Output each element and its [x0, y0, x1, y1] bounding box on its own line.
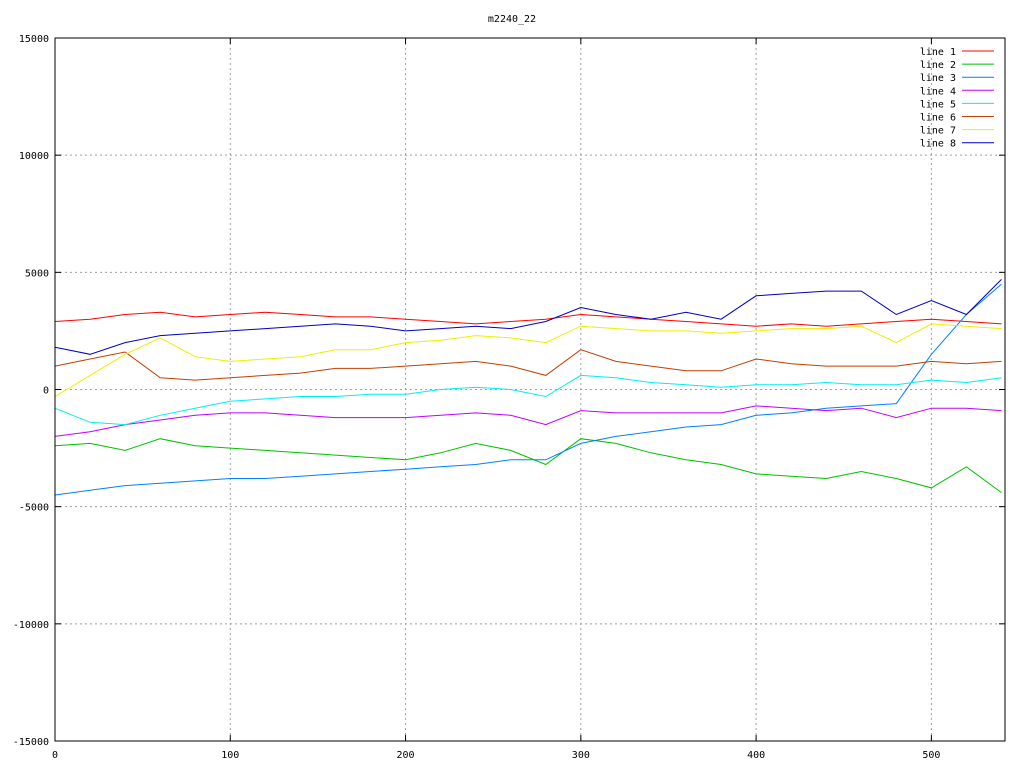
series-line-4	[54, 405, 1002, 437]
y-tick-label: -10000	[13, 620, 49, 631]
series-line-2	[54, 438, 1002, 494]
chart-title: m2240_22	[488, 14, 536, 25]
legend: line 1 line 2 line 3 line 4 line 5 line 6 line…	[920, 47, 994, 150]
y-tick-label: 10000	[19, 151, 49, 162]
series-group	[54, 279, 1002, 496]
legend-label: line 4	[920, 86, 956, 97]
x-tick-label: 400	[747, 750, 765, 761]
x-tick-label: 500	[922, 750, 940, 761]
y-tick-label: 15000	[19, 34, 49, 45]
x-tick-label: 200	[397, 750, 415, 761]
series-line-1	[54, 311, 1002, 327]
x-tick-label: 0	[52, 750, 58, 761]
legend-label: line 2	[920, 60, 956, 71]
legend-label: line 5	[920, 99, 956, 110]
y-tick-label: -5000	[19, 503, 49, 514]
legend-label: line 3	[920, 73, 956, 84]
y-tick-label: 5000	[25, 268, 49, 279]
x-tick-label: 300	[572, 750, 590, 761]
grid	[55, 38, 1005, 741]
y-tick-label: -15000	[13, 737, 49, 748]
axis-ticks: 0 100 200 300 400 500 -15000 -10000 -5000 0 5000 10…	[13, 34, 1005, 761]
series-line-8	[54, 279, 1002, 355]
legend-label: line 1	[920, 47, 956, 58]
x-tick-label: 100	[221, 750, 239, 761]
series-line-3	[54, 283, 1002, 496]
legend-label: line 6	[920, 113, 956, 124]
legend-label: line 7	[920, 126, 956, 137]
series-line-5	[54, 374, 1002, 426]
y-tick-label: 0	[43, 386, 49, 397]
series-line-7	[54, 323, 1002, 397]
legend-label: line 8	[920, 139, 956, 150]
series-line-6	[54, 349, 1002, 381]
